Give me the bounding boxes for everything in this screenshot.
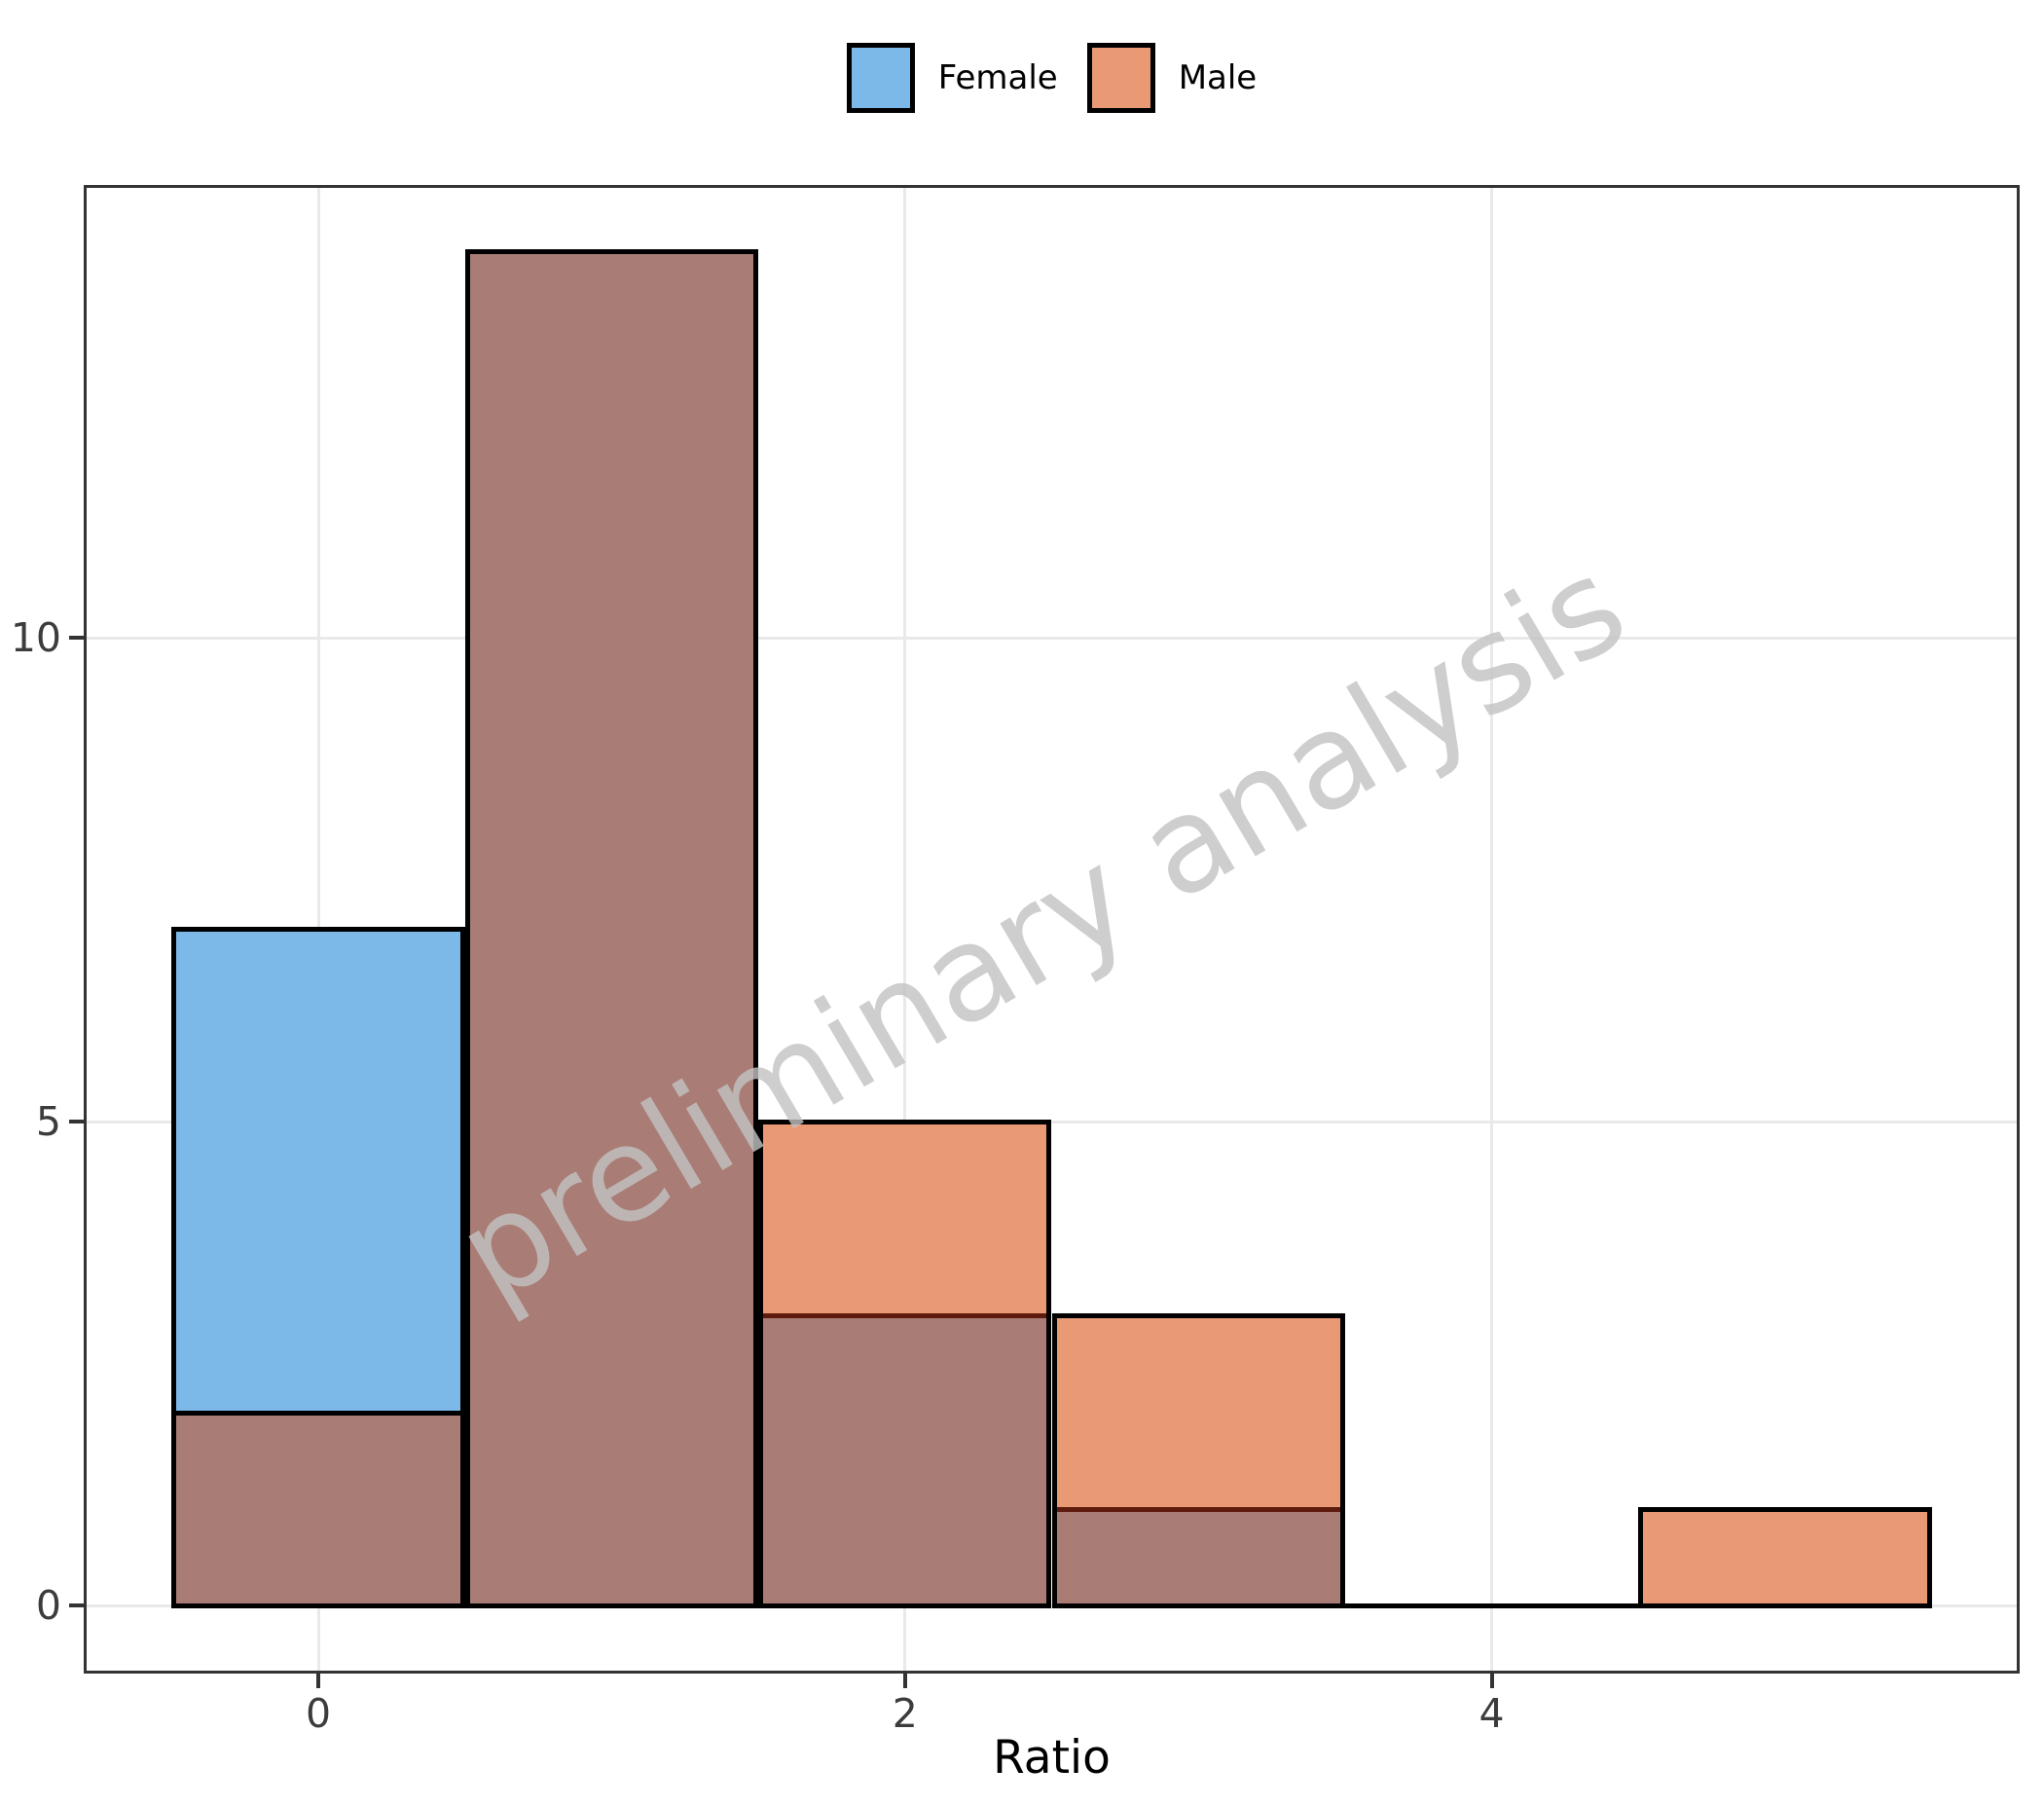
x-tick-label: 2: [892, 1690, 918, 1737]
male-swatch: [1086, 43, 1155, 113]
bar-bin0-overlap: [176, 1410, 460, 1604]
legend-item-female: Female: [846, 43, 1058, 113]
bar-bin2-overlap: [763, 1313, 1047, 1604]
bar-bin3-overlap: [1056, 1506, 1340, 1604]
y-tick-mark: [69, 1603, 84, 1608]
x-tick-mark: [316, 1674, 321, 1688]
empty-bin-baseline: [1344, 1603, 1639, 1609]
x-tick-mark: [1489, 1674, 1494, 1688]
y-tick-label: 5: [35, 1098, 61, 1146]
female-swatch: [846, 43, 915, 113]
bar-bin3-male: [1051, 1313, 1345, 1609]
legend-item-male: Male: [1086, 43, 1258, 113]
legend-label-male: Male: [1178, 58, 1258, 97]
x-axis-title: Ratio: [993, 1731, 1111, 1785]
x-gridline: [903, 185, 907, 1674]
x-gridline: [1490, 185, 1494, 1674]
y-gridline: [84, 1120, 2020, 1124]
bar-bin2-male: [758, 1120, 1052, 1609]
y-tick-label: 10: [10, 614, 61, 662]
y-gridline: [84, 636, 2020, 640]
x-tick-mark: [902, 1674, 907, 1688]
y-tick-label: 0: [35, 1582, 61, 1630]
x-tick-label: 0: [306, 1690, 332, 1737]
legend: Female Male: [84, 39, 2020, 117]
bar-bin1-overlap: [464, 248, 759, 1609]
bar-bin0-female: [171, 926, 465, 1609]
legend-label-female: Female: [937, 58, 1058, 97]
x-tick-label: 4: [1478, 1690, 1505, 1737]
y-tick-mark: [69, 636, 84, 641]
bar-bin5-male: [1638, 1506, 1932, 1609]
y-tick-mark: [69, 1120, 84, 1124]
